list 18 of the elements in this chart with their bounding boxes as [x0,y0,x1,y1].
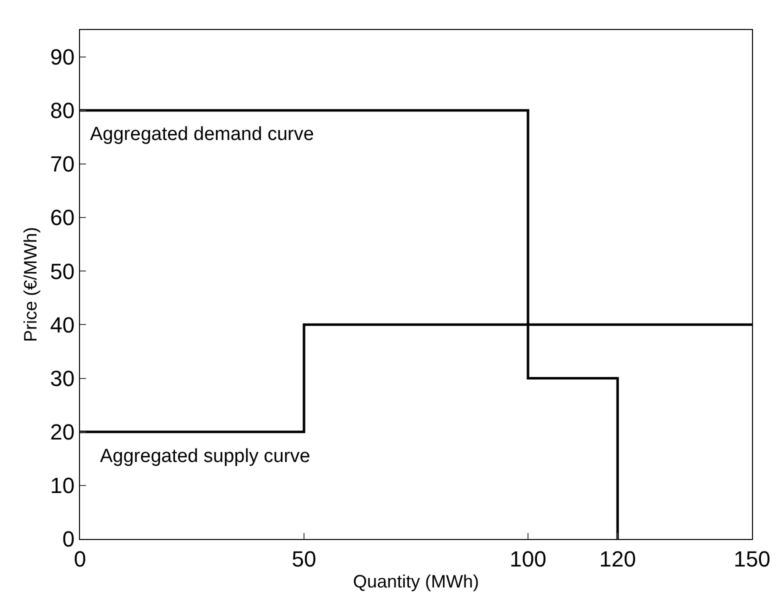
y-tick-label: 90 [50,44,75,70]
series-label: Aggregated supply curve [100,446,310,467]
y-tick-label: 0 [62,526,75,552]
y-axis-title: Price (€/MWh) [20,226,40,342]
y-tick-label: 10 [50,473,75,498]
y-tick-label: 50 [50,258,75,284]
y-tick-label: 20 [50,420,75,445]
x-axis-title: Quantity (MWh) [352,572,480,592]
y-tick-label: 30 [50,366,75,391]
y-tick-label: 60 [50,205,75,230]
y-tick-label: 80 [50,98,75,124]
y-tick-label: 40 [50,312,75,338]
x-tick-label: 50 [292,546,316,572]
series-label: Aggregated demand curve [90,124,314,145]
y-tick-label: 70 [50,152,75,177]
x-tick-label: 120 [599,546,636,572]
x-tick-label: 150 [734,546,770,572]
x-tick-label: 100 [510,546,546,572]
